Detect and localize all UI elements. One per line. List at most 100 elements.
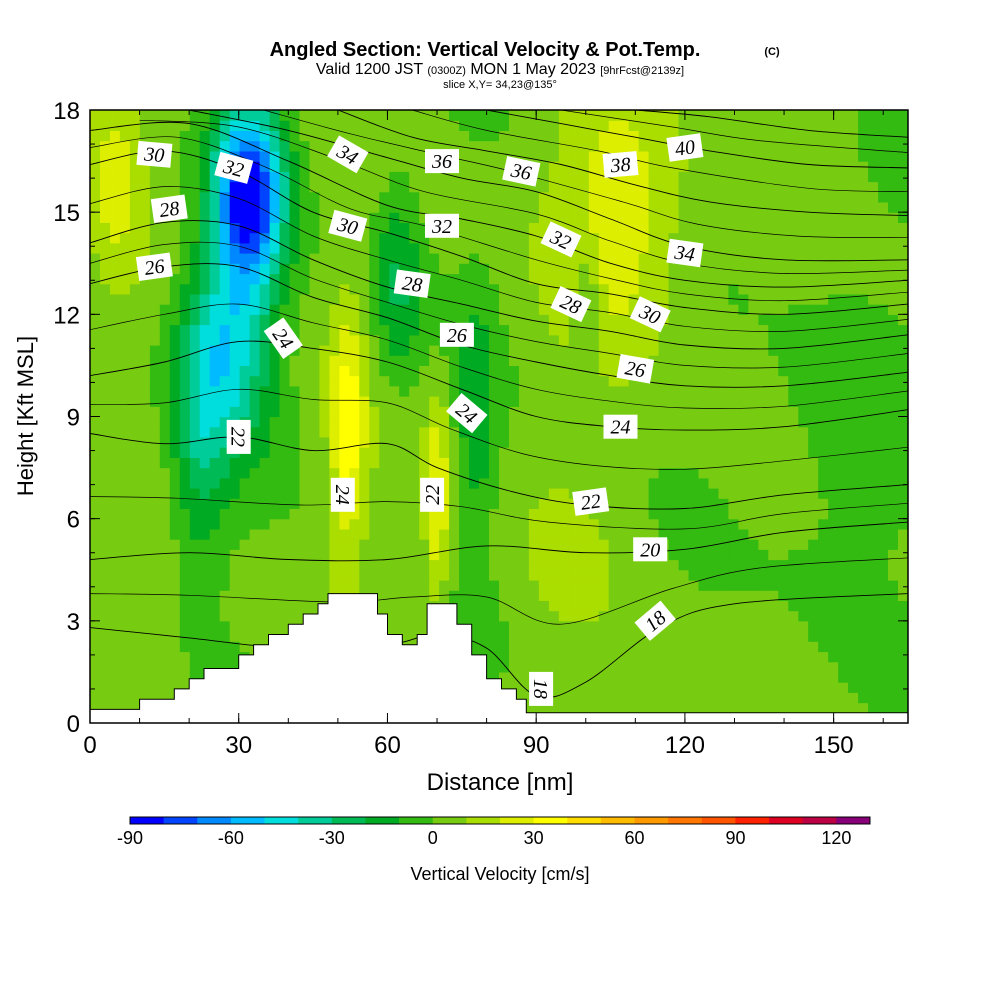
velocity-cell	[588, 692, 600, 704]
velocity-cell	[708, 600, 720, 612]
velocity-cell	[858, 171, 869, 183]
velocity-cell	[788, 365, 799, 377]
velocity-cell	[838, 610, 849, 622]
velocity-cell	[199, 355, 211, 366]
velocity-cell	[748, 355, 759, 366]
velocity-cell	[558, 580, 570, 591]
velocity-cell	[828, 365, 839, 377]
velocity-cell	[519, 365, 530, 377]
velocity-cell	[159, 631, 171, 642]
velocity-cell	[129, 242, 141, 254]
velocity-cell	[818, 477, 829, 489]
velocity-cell	[578, 467, 590, 479]
velocity-cell	[858, 150, 869, 162]
velocity-cell	[169, 498, 181, 509]
velocity-cell	[648, 191, 660, 203]
velocity-cell	[90, 518, 101, 530]
velocity-cell	[379, 191, 390, 203]
theta-contour-minor	[139, 119, 908, 275]
velocity-cell	[798, 232, 809, 244]
velocity-cell	[788, 385, 799, 397]
velocity-cell	[618, 590, 630, 601]
velocity-cell	[838, 508, 849, 520]
velocity-cell	[90, 232, 101, 244]
velocity-cell	[658, 396, 670, 407]
velocity-cell	[618, 171, 630, 183]
velocity-cell	[329, 191, 340, 203]
velocity-cell	[548, 426, 560, 438]
velocity-cell	[269, 375, 281, 387]
velocity-cell	[169, 447, 181, 458]
velocity-cell	[568, 273, 580, 285]
velocity-cell	[678, 161, 690, 172]
velocity-cell	[449, 467, 460, 479]
velocity-cell	[678, 222, 690, 234]
velocity-cell	[509, 120, 520, 131]
velocity-cell	[199, 253, 211, 264]
velocity-cell	[439, 293, 450, 305]
velocity-cell	[578, 385, 590, 397]
velocity-cell	[768, 396, 779, 407]
velocity-cell	[608, 457, 620, 469]
velocity-cell	[329, 375, 340, 387]
velocity-cell	[708, 283, 720, 295]
velocity-cell	[419, 457, 430, 469]
velocity-cell	[149, 334, 161, 346]
velocity-cell	[648, 273, 660, 285]
velocity-cell	[110, 631, 121, 642]
velocity-cell	[888, 232, 899, 244]
velocity-cell	[379, 477, 390, 489]
velocity-cell	[768, 641, 779, 653]
velocity-cell	[289, 181, 301, 193]
velocity-cell	[409, 355, 420, 366]
velocity-cell	[439, 488, 450, 499]
velocity-cell	[698, 222, 710, 234]
velocity-cell	[858, 232, 869, 244]
velocity-cell	[748, 488, 759, 499]
velocity-cell	[179, 191, 191, 203]
velocity-cell	[279, 120, 291, 131]
velocity-cell	[269, 304, 281, 315]
velocity-cell	[628, 345, 640, 356]
velocity-cell	[568, 161, 580, 172]
velocity-cell	[818, 661, 829, 673]
velocity-cell	[259, 232, 271, 244]
velocity-cell	[698, 436, 710, 448]
velocity-cell	[519, 661, 530, 673]
velocity-cell	[618, 559, 630, 571]
velocity-cell	[808, 355, 819, 366]
velocity-cell	[219, 620, 231, 632]
velocity-cell	[798, 620, 809, 632]
contour-label: 34	[666, 238, 704, 268]
velocity-cell	[289, 161, 301, 172]
velocity-cell	[638, 508, 650, 520]
velocity-cell	[528, 620, 540, 632]
velocity-cell	[289, 498, 301, 509]
velocity-cell	[898, 539, 908, 550]
velocity-cell	[798, 150, 809, 162]
velocity-cell	[698, 273, 710, 285]
velocity-cell	[429, 202, 440, 213]
velocity-cell	[249, 396, 261, 407]
velocity-cell	[439, 202, 450, 213]
velocity-cell	[329, 171, 340, 183]
velocity-cell	[778, 171, 789, 183]
velocity-cell	[708, 426, 720, 438]
velocity-cell	[748, 150, 759, 162]
velocity-cell	[509, 457, 520, 469]
velocity-cell	[818, 324, 829, 336]
velocity-cell	[110, 375, 121, 387]
velocity-cell	[149, 375, 161, 387]
velocity-cell	[419, 528, 430, 540]
velocity-cell	[558, 539, 570, 550]
velocity-cell	[449, 518, 460, 530]
velocity-cell	[608, 549, 620, 561]
velocity-cell	[229, 620, 241, 632]
velocity-cell	[778, 375, 789, 387]
velocity-cell	[558, 396, 570, 407]
velocity-cell	[100, 365, 111, 377]
velocity-cell	[638, 641, 650, 653]
velocity-cell	[249, 447, 261, 458]
velocity-cell	[878, 682, 889, 693]
velocity-cell	[139, 222, 151, 234]
